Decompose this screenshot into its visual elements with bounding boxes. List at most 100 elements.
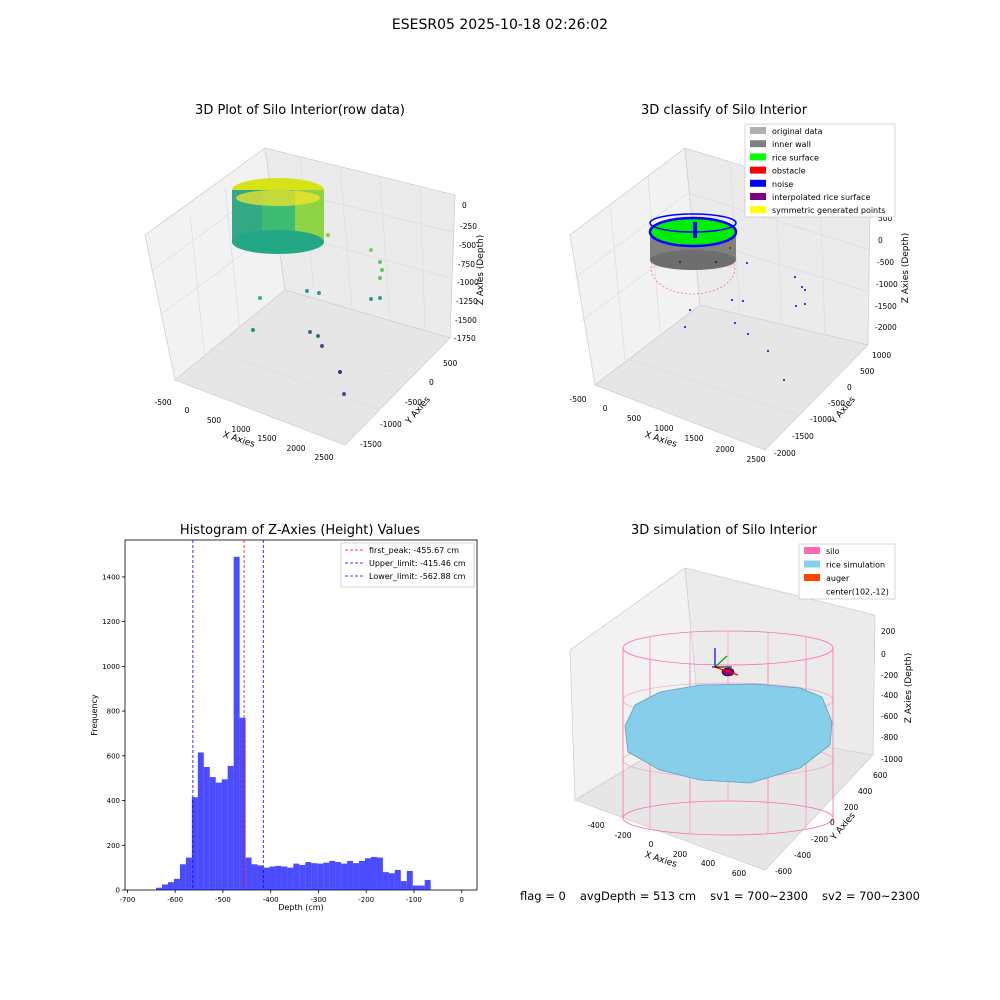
x-axis-label: Depth (cm) bbox=[278, 903, 323, 912]
z-tick-labels: 200 0 -200 -400 -600 -800 -1000 bbox=[881, 627, 903, 764]
z-tick: -1250 bbox=[456, 297, 478, 306]
y-tick-labels: 500 0 -500 -1000 -1500 bbox=[360, 359, 458, 449]
x-tick: -500 bbox=[569, 395, 586, 404]
raw-point-cloud bbox=[232, 178, 384, 396]
legend-label: auger bbox=[826, 574, 850, 583]
z-tick: -600 bbox=[881, 712, 898, 721]
avg-depth-text: avgDepth = 513 cm bbox=[579, 889, 697, 903]
y-tick-label: 1400 bbox=[102, 573, 120, 581]
x-tick: 0 bbox=[185, 406, 190, 415]
x-tick: -200 bbox=[614, 831, 631, 840]
histogram-bar bbox=[263, 867, 270, 890]
y-tick: -2000 bbox=[774, 449, 796, 458]
x-tick-label: 0 bbox=[459, 896, 463, 904]
x-tick: 500 bbox=[207, 416, 222, 425]
legend-items: silo rice simulation auger center(102,-12) bbox=[804, 547, 889, 597]
y-tick: -500 bbox=[828, 399, 845, 408]
histogram-bar bbox=[329, 860, 336, 890]
raw-data-3d-plot: -500 0 500 1000 1500 2000 2500 X Axies 5… bbox=[144, 147, 486, 462]
sv1-text: sv1 = 700~2300 bbox=[710, 889, 809, 903]
y-tick: 200 bbox=[844, 803, 859, 812]
legend-box bbox=[744, 123, 896, 218]
histogram-bar bbox=[191, 797, 198, 890]
histogram-bar bbox=[269, 866, 276, 890]
y-tick: 0 bbox=[429, 378, 434, 387]
x-tick: 2000 bbox=[715, 445, 734, 454]
y-ticks: 0 200 400 600 800 1000 1200 1400 bbox=[102, 573, 125, 895]
histogram-bar bbox=[197, 752, 204, 890]
y-tick-labels: 600 400 200 0 -200 -400 -600 bbox=[775, 771, 888, 876]
y-axis-label: Frequency bbox=[90, 694, 99, 736]
x-tick: -500 bbox=[154, 398, 171, 407]
panel-title-classify: 3D classify of Silo Interior bbox=[640, 103, 808, 118]
y-tick-label: 400 bbox=[107, 797, 120, 805]
histogram-bar bbox=[251, 864, 258, 890]
x-tick: 0 bbox=[603, 404, 608, 413]
z-axis-label: Z Axies (Depth) bbox=[904, 653, 914, 724]
classify-3d-plot: -500 0 500 1000 1500 2000 2500 X Axies 1… bbox=[569, 123, 911, 464]
x-tick: 1000 bbox=[654, 424, 673, 433]
y-tick-label: 1200 bbox=[102, 618, 120, 626]
histogram-bar bbox=[370, 856, 377, 890]
x-tick-label: -300 bbox=[310, 896, 326, 904]
histogram-bar bbox=[287, 867, 294, 890]
histogram-title: Histogram of Z-Axies (Height) Values bbox=[179, 523, 421, 538]
y-tick-label: 600 bbox=[107, 752, 120, 760]
y-tick: 400 bbox=[858, 787, 873, 796]
panel-title-simulation: 3D simulation of Silo Interior bbox=[631, 523, 817, 538]
legend-label: silo bbox=[826, 547, 840, 556]
histogram-bar bbox=[353, 863, 360, 890]
legend-swatch bbox=[804, 574, 820, 581]
y-tick: -400 bbox=[794, 851, 811, 860]
x-tick-labels: -500 0 500 1000 1500 2000 2500 bbox=[569, 395, 765, 464]
y-tick-label: 800 bbox=[107, 708, 120, 716]
legend-swatch bbox=[750, 140, 766, 148]
histogram-bar bbox=[317, 863, 324, 890]
y-tick: 0 bbox=[830, 818, 835, 827]
z-axis-label: Z Axies (Depth) bbox=[476, 235, 486, 306]
histogram-bar bbox=[203, 766, 210, 890]
x-tick-labels: -500 0 500 1000 1500 2000 2500 bbox=[154, 398, 333, 462]
z-tick: 0 bbox=[462, 201, 467, 210]
y-tick: -1500 bbox=[360, 440, 382, 449]
y-tick: 600 bbox=[873, 771, 888, 780]
z-tick: -1500 bbox=[875, 302, 897, 311]
histogram-bar bbox=[275, 865, 282, 890]
histogram-bar bbox=[162, 884, 168, 890]
histogram-legend: first_peak: -455.67 cm Upper_limit: -415.… bbox=[340, 542, 475, 588]
z-tick: 500 bbox=[878, 214, 893, 223]
y-tick: 500 bbox=[443, 359, 458, 368]
histogram-bar bbox=[305, 862, 312, 890]
depth-histogram: -700 -600 -500 -400 -300 -200 -100 0 0 200 400 600… bbox=[90, 539, 478, 912]
legend-label: obstacle bbox=[772, 167, 806, 176]
histogram-bar bbox=[376, 857, 383, 890]
legend-label: interpolated rice surface bbox=[772, 193, 870, 202]
histogram-bar bbox=[233, 556, 240, 890]
x-tick-label: -500 bbox=[215, 896, 231, 904]
y-tick: 500 bbox=[860, 367, 875, 376]
legend-swatch bbox=[750, 127, 766, 134]
legend-swatch bbox=[750, 193, 766, 200]
x-tick: 200 bbox=[673, 850, 688, 859]
y-tick-label: 0 bbox=[116, 887, 120, 895]
legend-swatch bbox=[804, 560, 820, 568]
histogram-bar bbox=[209, 777, 216, 890]
histogram-bar bbox=[388, 873, 395, 890]
x-tick: 1500 bbox=[257, 434, 276, 443]
legend-label: center(102,-12) bbox=[826, 588, 889, 597]
y-tick: -1000 bbox=[810, 415, 832, 424]
legend-label: Lower_limit: -562.88 cm bbox=[369, 572, 466, 581]
z-tick: -750 bbox=[458, 260, 475, 269]
histogram-bar bbox=[239, 717, 246, 890]
histogram-bar bbox=[323, 862, 330, 890]
y-tick: -600 bbox=[775, 867, 792, 876]
z-axis-label: Z Axies (Depth) bbox=[901, 233, 911, 304]
histogram-bar bbox=[359, 860, 365, 890]
status-footer: flag = 0 avgDepth = 513 cm sv1 = 700~2300 s… bbox=[520, 889, 934, 903]
legend-swatch bbox=[750, 206, 766, 214]
figure-title: ESESR05 2025-10-18 02:26:02 bbox=[391, 17, 609, 33]
legend-swatch bbox=[750, 166, 766, 174]
z-tick: -500 bbox=[459, 241, 476, 250]
x-tick: 0 bbox=[649, 840, 654, 849]
x-tick: 2500 bbox=[314, 453, 333, 462]
